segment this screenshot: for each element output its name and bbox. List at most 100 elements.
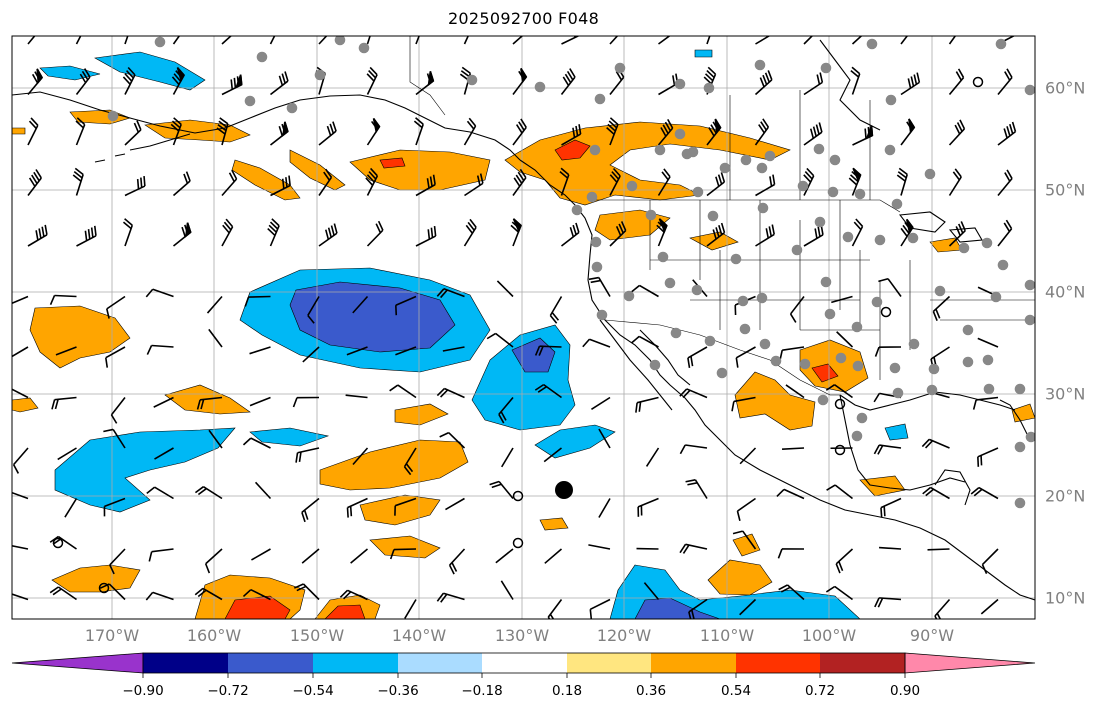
wind-barb (436, 592, 465, 603)
station-dot (314, 69, 326, 81)
wind-barb (880, 497, 902, 518)
wind-barb (194, 485, 223, 500)
negative-anomaly-area (54, 427, 236, 513)
lon-label: 170°W (84, 626, 140, 645)
station-dot (594, 93, 606, 105)
station-dot (874, 234, 886, 246)
station-dot (884, 144, 896, 156)
wind-barb (172, 222, 192, 247)
wind-barb (436, 387, 465, 399)
wind-barb (27, 117, 39, 146)
wind-barb (27, 68, 44, 96)
station-dot (739, 323, 751, 335)
wind-barb (851, 218, 864, 247)
wind-barb (404, 599, 417, 619)
lat-label: 50°N (1045, 180, 1086, 200)
colorbar-bin (651, 653, 736, 673)
station-dot (820, 62, 832, 74)
wind-barb (51, 396, 77, 410)
station-dot (670, 327, 682, 339)
wind-barb (755, 36, 771, 45)
colorbar-bin (143, 653, 228, 673)
station-dot (614, 62, 626, 74)
positive-anomaly-core (324, 604, 366, 619)
wind-barb (609, 36, 619, 45)
wind-barb (75, 68, 91, 95)
wind-barb (12, 447, 29, 474)
open-circle-marker (512, 490, 524, 502)
station-dot (358, 42, 370, 54)
station-dot (866, 38, 878, 50)
wind-barb (345, 394, 368, 399)
positive-anomaly-core (379, 157, 406, 169)
wind-barb (789, 296, 805, 323)
open-circle-marker (52, 537, 64, 549)
station-layer (107, 36, 1035, 509)
wind-barb (436, 288, 465, 299)
wind-barb (543, 447, 562, 463)
wind-barb (415, 36, 420, 45)
wind-barb (27, 169, 42, 196)
wind-barb (706, 36, 711, 45)
station-dot (842, 231, 854, 243)
station-dot (797, 180, 809, 192)
wind-barb (970, 486, 999, 500)
lat-label: 30°N (1045, 384, 1086, 404)
wind-barb (896, 167, 908, 196)
station-dot (928, 363, 940, 375)
wind-barb (495, 548, 514, 564)
station-dot (757, 202, 769, 214)
station-dot (334, 36, 346, 46)
positive-anomaly-area (859, 475, 906, 497)
wind-barb (776, 488, 805, 500)
station-dot (674, 128, 686, 140)
station-dot (737, 295, 749, 307)
wind-barb (803, 224, 824, 247)
wind-barb (12, 544, 29, 550)
station-dot (934, 285, 946, 297)
wind-barb (803, 167, 815, 196)
wind-barb (270, 121, 289, 146)
baja-coastline (599, 319, 691, 411)
positive-anomaly-area (539, 517, 569, 531)
positive-anomaly-area (289, 149, 346, 191)
wind-barb (679, 444, 708, 455)
wind-barb (301, 548, 320, 564)
station-dot (759, 338, 771, 350)
wind-barb (498, 396, 514, 424)
station-dot (623, 290, 635, 302)
colorbar-bin (736, 653, 820, 673)
station-dot (1025, 431, 1035, 443)
open-circle-markers (52, 76, 984, 594)
wind-barb (145, 591, 174, 601)
wind-barb (588, 276, 611, 297)
wind-barb (948, 168, 962, 196)
station-dot (995, 38, 1007, 50)
wind-barb (302, 346, 320, 363)
station-dot (997, 259, 1009, 271)
colorbar-tick-label: 0.18 (551, 683, 583, 699)
wind-barb (997, 121, 1017, 146)
wind-barb (49, 586, 77, 601)
colorbar-tick-label: 0.54 (720, 683, 752, 699)
wind-barb (544, 548, 563, 564)
wind-barb (685, 479, 708, 499)
wind-barb (293, 583, 320, 601)
wind-barb (318, 168, 333, 196)
wind-barb (559, 167, 570, 196)
wind-barb (486, 332, 514, 348)
wind-barb (124, 36, 129, 45)
wind-barb (631, 284, 659, 298)
wind-barb (350, 548, 369, 564)
hudson-bay-coastline (819, 39, 881, 131)
colorbar-bin (313, 653, 398, 673)
negative-anomaly-area (694, 49, 713, 58)
station-dot (871, 296, 883, 308)
positive-anomaly-area (12, 127, 26, 135)
wind-barb (643, 582, 660, 601)
station-dot (692, 186, 704, 198)
positive-anomaly-area (594, 209, 671, 241)
station-dot (799, 358, 811, 370)
positive-anomaly-area (51, 564, 141, 593)
